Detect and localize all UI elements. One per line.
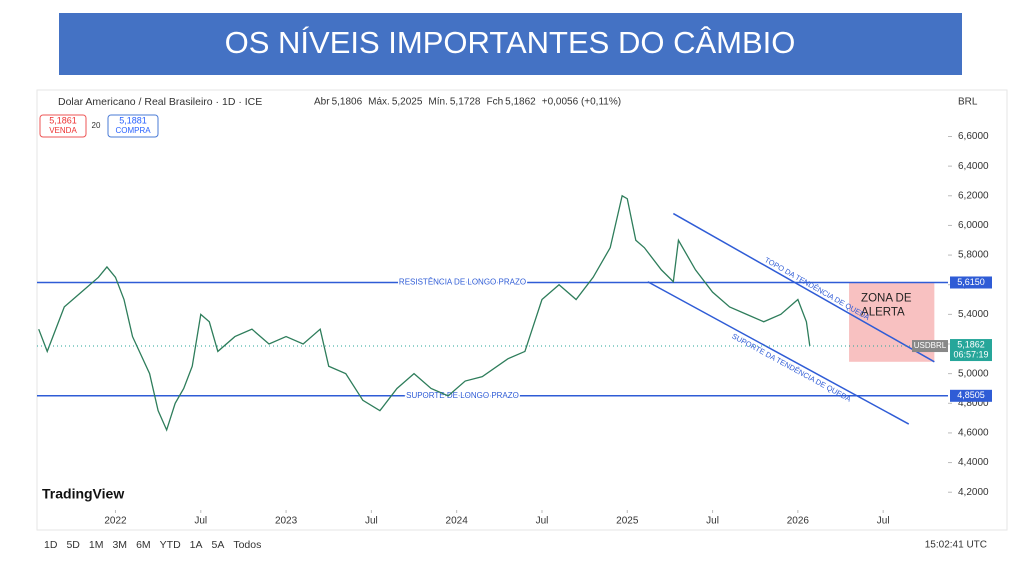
- range-button[interactable]: 1M: [89, 539, 104, 551]
- sell-button[interactable]: [39, 114, 87, 138]
- y-tick-label: 4,4000: [958, 457, 989, 468]
- quote-label: Abr: [314, 97, 330, 108]
- series-tag-label: USDBRL: [914, 341, 947, 350]
- last-price-tag: [950, 339, 992, 362]
- quote-label: Máx.: [368, 97, 390, 108]
- quote-value: 5,2025: [392, 97, 423, 108]
- y-tick-label: 5,4000: [958, 309, 989, 320]
- quote-label: Mín.: [428, 97, 447, 108]
- buy-price: 5,1881: [119, 115, 147, 125]
- range-button[interactable]: 1D: [44, 539, 58, 551]
- range-button[interactable]: Todos: [233, 539, 261, 551]
- spread: 20: [92, 121, 101, 130]
- level-tag: [950, 276, 992, 289]
- range-button[interactable]: 5D: [66, 539, 80, 551]
- series-tag: [912, 340, 948, 353]
- range-button[interactable]: 1A: [190, 539, 203, 551]
- brand: TradingView: [42, 486, 124, 502]
- y-tick-label: 6,0000: [958, 220, 989, 231]
- currency[interactable]: BRL: [958, 97, 978, 108]
- sell-label: VENDA: [49, 126, 77, 135]
- x-tick-label: 2022: [104, 516, 127, 527]
- range-button[interactable]: 6M: [136, 539, 151, 551]
- quote-value: 5,1806: [332, 97, 363, 108]
- last-price-timer: 06:57:19: [953, 349, 988, 359]
- x-tick-label: Jul: [365, 516, 378, 527]
- quote-label: Fch: [486, 97, 503, 108]
- y-tick-label: 5,0000: [958, 368, 989, 379]
- zone-label: ZONA DE: [861, 293, 912, 305]
- range-button[interactable]: 3M: [112, 539, 127, 551]
- y-tick-label: 4,8000: [958, 398, 989, 409]
- y-tick-label: 6,2000: [958, 190, 989, 201]
- chart-frame: [36, 89, 1008, 531]
- level-tag: [950, 389, 992, 402]
- level-name: RESISTÊNCIA DE LONGO PRAZO: [399, 278, 526, 287]
- slide-title: OS NÍVEIS IMPORTANTES DO CÂMBIO: [225, 25, 796, 60]
- x-tick-label: 2023: [275, 516, 298, 527]
- clock: 15:02:41 UTC: [925, 540, 987, 551]
- trendline: [672, 212, 935, 363]
- title-banner: [59, 13, 962, 75]
- buy-label: COMPRA: [115, 126, 151, 135]
- price-line: [38, 194, 811, 432]
- quote-value: 5,1862: [505, 97, 536, 108]
- y-tick-label: 6,6000: [958, 131, 989, 142]
- x-tick-label: Jul: [536, 516, 549, 527]
- y-tick-label: 4,6000: [958, 428, 989, 439]
- x-tick-label: Jul: [706, 516, 719, 527]
- level-name: SUPORTE DE LONGO PRAZO: [406, 391, 519, 400]
- range-button[interactable]: 5A: [212, 539, 225, 551]
- y-tick-label: 6,4000: [958, 161, 989, 172]
- y-tick-label: 4,2000: [958, 487, 989, 498]
- trendline: [647, 281, 910, 425]
- level-tag-label: 5,6150: [957, 277, 985, 287]
- last-price-label: 5,1862: [957, 339, 985, 349]
- sell-price: 5,1861: [49, 115, 77, 125]
- quote-value: 5,1728: [450, 97, 481, 108]
- quote-change: +0,0056 (+0,11%): [542, 97, 621, 108]
- x-tick-label: 2025: [616, 516, 639, 527]
- x-tick-label: 2024: [446, 516, 469, 527]
- x-tick-label: Jul: [877, 516, 890, 527]
- level-tag-label: 4,8505: [957, 390, 985, 400]
- range-button[interactable]: YTD: [160, 539, 181, 551]
- x-tick-label: Jul: [194, 516, 207, 527]
- chart-title: Dolar Americano / Real Brasileiro · 1D ·…: [58, 96, 262, 108]
- buy-button[interactable]: [107, 114, 159, 138]
- x-tick-label: 2026: [787, 516, 810, 527]
- zone-label: ALERTA: [861, 307, 905, 319]
- y-tick-label: 5,8000: [958, 250, 989, 261]
